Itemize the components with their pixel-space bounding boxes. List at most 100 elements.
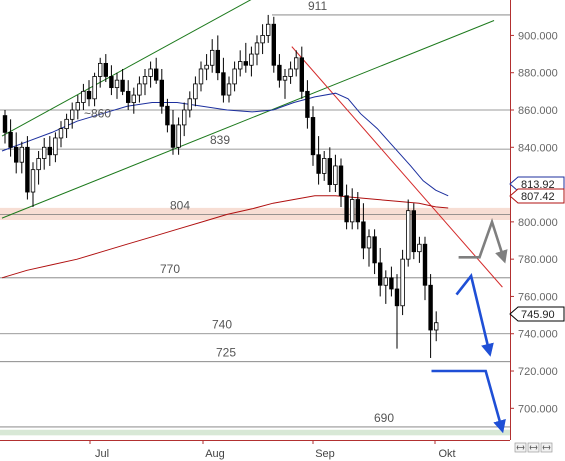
fit-icon-glyph xyxy=(529,445,538,450)
candle-body xyxy=(36,158,41,171)
candle xyxy=(237,50,243,77)
candle xyxy=(36,151,41,185)
y-tick-label: 760.000 xyxy=(518,291,558,303)
candle-body xyxy=(53,137,58,156)
level-label-804: 804 xyxy=(170,198,190,212)
candle-body xyxy=(126,90,131,103)
candle xyxy=(394,274,400,349)
forecast-arrow-3 xyxy=(431,369,506,434)
trend-line-2 xyxy=(1,20,495,219)
candle xyxy=(120,68,125,96)
candle-body xyxy=(165,105,170,126)
candle xyxy=(226,76,232,103)
candle-body xyxy=(243,61,248,66)
candle-body xyxy=(333,165,338,185)
candle-body xyxy=(2,115,8,133)
candle xyxy=(209,39,215,73)
candle-body xyxy=(344,195,349,223)
candle xyxy=(103,54,108,83)
candle xyxy=(389,266,394,297)
candle xyxy=(338,158,344,207)
candle-body xyxy=(254,42,260,55)
x-tick-label: Jul xyxy=(95,448,109,460)
candle xyxy=(428,274,433,358)
moving-average-red xyxy=(1,195,449,279)
candle xyxy=(344,184,349,230)
candle-body xyxy=(383,277,388,286)
candle xyxy=(293,50,299,77)
candle-body xyxy=(193,83,198,100)
candle xyxy=(417,236,422,263)
candle xyxy=(215,35,220,81)
candle-body xyxy=(137,83,142,96)
candle xyxy=(81,83,86,110)
candle-body xyxy=(338,165,344,197)
candle-body xyxy=(305,90,310,118)
candle xyxy=(170,110,176,155)
candle xyxy=(148,61,153,88)
zoom-in-icon-glyph xyxy=(516,445,525,450)
candle xyxy=(58,121,64,148)
candle-body xyxy=(131,94,136,103)
fit-icon[interactable] xyxy=(527,442,540,453)
price-tag-label: 807.42 xyxy=(521,191,555,203)
candle xyxy=(377,247,383,297)
candle xyxy=(366,229,372,267)
forecast-arrow-2 xyxy=(455,272,494,357)
candle xyxy=(92,72,97,107)
candle-body xyxy=(221,72,226,96)
candle xyxy=(327,147,332,193)
candle xyxy=(42,137,47,170)
level-label-770: 770 xyxy=(160,262,180,276)
zoom-in-icon[interactable] xyxy=(514,442,527,453)
candle xyxy=(232,61,237,92)
candle-body xyxy=(47,146,52,156)
candle-body xyxy=(271,23,276,66)
candle-body xyxy=(366,236,372,249)
trend-line-1 xyxy=(1,0,252,137)
candle-body xyxy=(187,98,192,111)
candle xyxy=(75,95,80,120)
candle xyxy=(221,57,226,103)
candle xyxy=(277,54,282,88)
candle xyxy=(260,24,265,55)
candle-body xyxy=(114,79,120,89)
candle-body xyxy=(92,76,97,100)
candle-body xyxy=(148,68,153,77)
candle xyxy=(383,270,388,304)
candle xyxy=(299,46,304,99)
candle-body xyxy=(176,124,181,148)
forecast-arrow-1 xyxy=(458,217,508,264)
candle-body xyxy=(13,146,19,163)
zoom-out-icon-glyph xyxy=(542,445,551,450)
candle-body xyxy=(142,76,148,85)
candle xyxy=(70,102,75,129)
candle xyxy=(159,68,164,114)
candle xyxy=(355,192,360,230)
y-tick-label: 840.000 xyxy=(518,142,558,154)
candle xyxy=(98,57,103,88)
support-zone-band xyxy=(0,429,510,436)
candle xyxy=(433,311,439,342)
candle-body xyxy=(249,53,254,66)
candle-body xyxy=(215,49,220,74)
candle xyxy=(321,151,327,181)
candle xyxy=(131,87,136,114)
candle xyxy=(187,91,192,118)
candle xyxy=(53,132,58,163)
candle xyxy=(361,203,366,260)
y-tick-label: 740.000 xyxy=(518,329,558,341)
candle-body xyxy=(58,128,64,139)
candle-body xyxy=(198,68,204,85)
candle xyxy=(13,132,19,174)
candle-body xyxy=(209,49,215,66)
candle-body xyxy=(405,210,411,260)
y-tick-label: 860.000 xyxy=(518,105,558,117)
candle-body xyxy=(153,68,159,81)
candle xyxy=(254,35,260,66)
zoom-out-icon[interactable] xyxy=(540,442,553,453)
candle xyxy=(126,80,131,110)
candle-body xyxy=(428,284,433,331)
candle-body xyxy=(30,169,36,193)
x-tick-label: Aug xyxy=(205,448,225,460)
